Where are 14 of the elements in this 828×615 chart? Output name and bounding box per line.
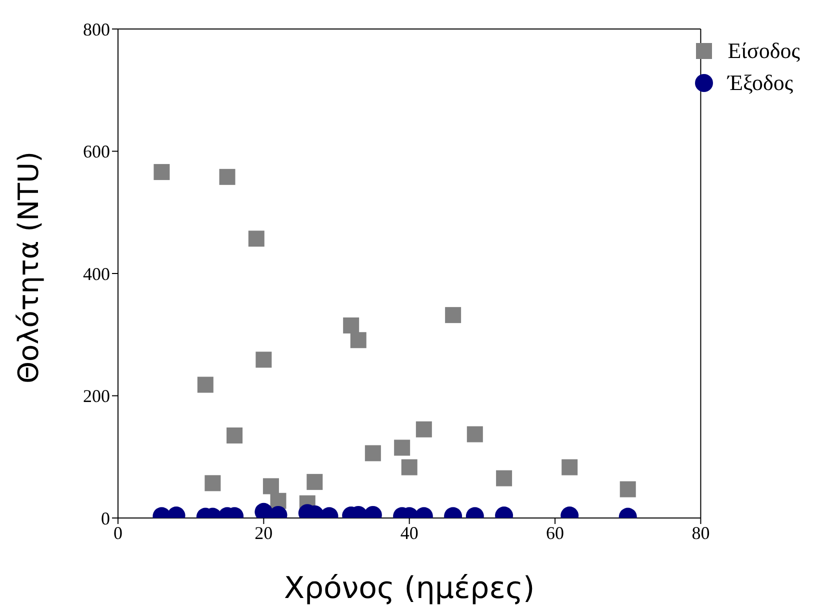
x-tick-label: 0 [114,522,122,543]
y-tick-label: 200 [83,386,110,406]
x-tick-label: 40 [400,522,418,543]
x-axis-title: Χρόνος (ημέρες) [284,571,535,606]
y-tick-label: 0 [101,508,110,528]
x-tick-label: 20 [254,522,273,543]
x-tick-label: 60 [546,522,564,543]
legend-label: Έξοδος [728,70,794,96]
legend-label: Είσοδος [728,38,800,64]
y-tick-label: 600 [83,142,110,162]
y-axis-title: Θολότητα (NTU) [12,151,45,384]
x-tick-label: 80 [692,522,710,543]
y-tick-label: 800 [83,19,110,40]
y-tick-label: 400 [83,264,110,284]
